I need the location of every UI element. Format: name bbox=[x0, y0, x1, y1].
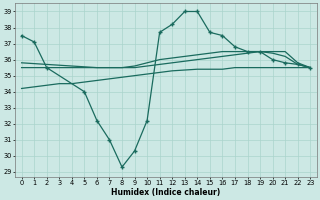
X-axis label: Humidex (Indice chaleur): Humidex (Indice chaleur) bbox=[111, 188, 220, 197]
